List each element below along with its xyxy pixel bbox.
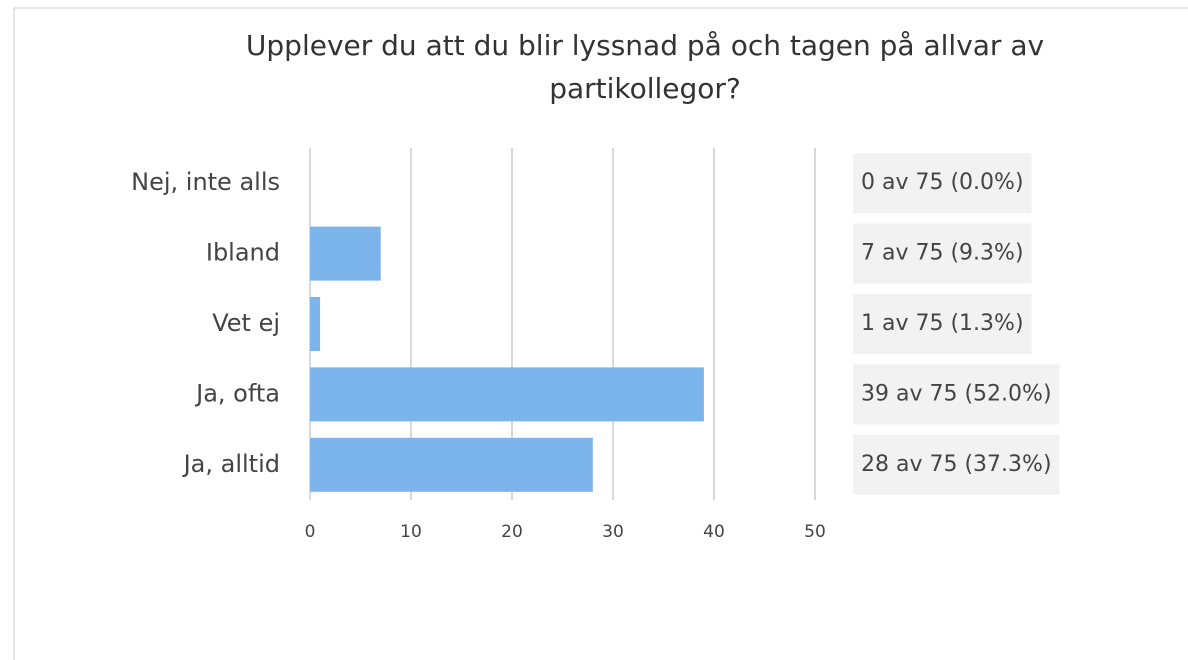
y-tick-label: Ja, ofta (194, 379, 280, 407)
y-tick-label: Vet ej (212, 309, 280, 337)
x-tick-label: 10 (400, 522, 422, 542)
bar (310, 437, 593, 492)
x-tick-label: 50 (804, 522, 826, 542)
x-tick-label: 0 (305, 522, 316, 542)
value-label-box (853, 364, 1060, 425)
value-label-box (853, 223, 1032, 284)
value-label-box (853, 294, 1032, 354)
value-label-box (853, 434, 1060, 495)
x-tick-label: 20 (501, 522, 523, 542)
y-tick-label: Ja, alltid (182, 450, 280, 478)
value-label: 1 av 75 (1.3%) (861, 311, 1024, 336)
value-label: 7 av 75 (9.3%) (861, 241, 1024, 266)
chart-title: Upplever du att du blir lyssnad på och t… (245, 29, 1045, 105)
bar (310, 226, 381, 281)
value-label-box (853, 153, 1032, 214)
x-tick-label: 30 (602, 522, 624, 542)
value-label: 0 av 75 (0.0%) (861, 170, 1024, 195)
value-label: 28 av 75 (37.3%) (861, 452, 1052, 477)
value-label: 39 av 75 (52.0%) (861, 381, 1052, 406)
bar (310, 367, 704, 422)
y-tick-label: Ibland (206, 239, 280, 267)
bar (310, 297, 321, 351)
x-tick-label: 40 (703, 522, 725, 542)
y-tick-label: Nej, inte alls (131, 168, 280, 196)
